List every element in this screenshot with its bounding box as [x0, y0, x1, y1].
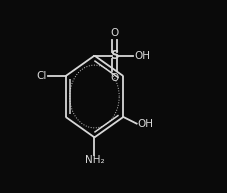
Text: OH: OH [134, 51, 150, 61]
Text: O: O [110, 74, 118, 84]
Text: OH: OH [137, 119, 153, 129]
Text: NH₂: NH₂ [85, 155, 104, 165]
Text: S: S [110, 49, 119, 62]
Text: O: O [110, 28, 118, 38]
Text: Cl: Cl [37, 71, 47, 81]
